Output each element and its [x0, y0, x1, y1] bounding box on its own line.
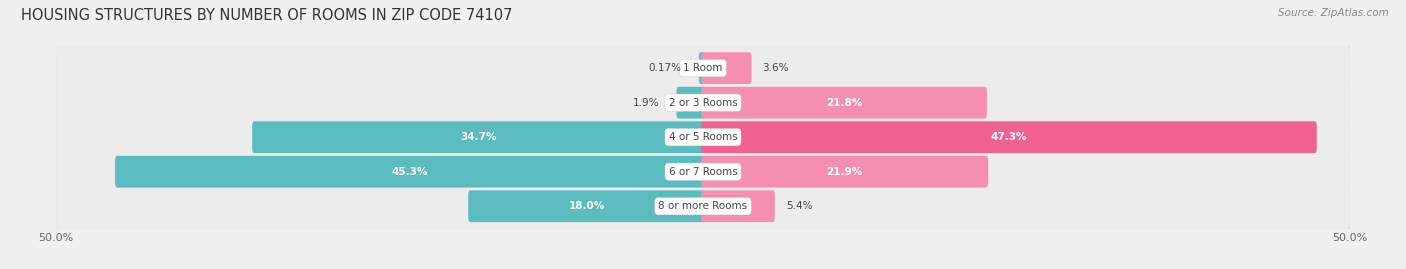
- Text: 1.9%: 1.9%: [633, 98, 659, 108]
- Text: 5.4%: 5.4%: [786, 201, 813, 211]
- Text: 1 Room: 1 Room: [683, 63, 723, 73]
- Text: 47.3%: 47.3%: [991, 132, 1028, 142]
- FancyBboxPatch shape: [56, 184, 1358, 232]
- Text: 3.6%: 3.6%: [762, 63, 789, 73]
- Text: Source: ZipAtlas.com: Source: ZipAtlas.com: [1278, 8, 1389, 18]
- FancyBboxPatch shape: [56, 150, 1358, 197]
- Text: 21.8%: 21.8%: [825, 98, 862, 108]
- FancyBboxPatch shape: [56, 46, 1358, 94]
- FancyBboxPatch shape: [468, 190, 704, 222]
- FancyBboxPatch shape: [56, 44, 1350, 92]
- FancyBboxPatch shape: [702, 52, 752, 84]
- FancyBboxPatch shape: [702, 156, 988, 187]
- FancyBboxPatch shape: [56, 113, 1350, 161]
- Text: 8 or more Rooms: 8 or more Rooms: [658, 201, 748, 211]
- Text: 2 or 3 Rooms: 2 or 3 Rooms: [669, 98, 737, 108]
- Text: 45.3%: 45.3%: [392, 167, 429, 177]
- Text: HOUSING STRUCTURES BY NUMBER OF ROOMS IN ZIP CODE 74107: HOUSING STRUCTURES BY NUMBER OF ROOMS IN…: [21, 8, 513, 23]
- FancyBboxPatch shape: [56, 148, 1350, 196]
- Text: 34.7%: 34.7%: [460, 132, 496, 142]
- FancyBboxPatch shape: [702, 121, 1317, 153]
- FancyBboxPatch shape: [56, 182, 1350, 230]
- Text: 4 or 5 Rooms: 4 or 5 Rooms: [669, 132, 737, 142]
- FancyBboxPatch shape: [699, 52, 704, 84]
- FancyBboxPatch shape: [115, 156, 704, 187]
- FancyBboxPatch shape: [56, 79, 1350, 126]
- FancyBboxPatch shape: [702, 87, 987, 119]
- Text: 18.0%: 18.0%: [568, 201, 605, 211]
- FancyBboxPatch shape: [702, 190, 775, 222]
- Text: 0.17%: 0.17%: [648, 63, 682, 73]
- FancyBboxPatch shape: [252, 121, 704, 153]
- Text: 6 or 7 Rooms: 6 or 7 Rooms: [669, 167, 737, 177]
- Text: 21.9%: 21.9%: [827, 167, 863, 177]
- FancyBboxPatch shape: [56, 115, 1358, 163]
- FancyBboxPatch shape: [676, 87, 704, 119]
- FancyBboxPatch shape: [56, 81, 1358, 128]
